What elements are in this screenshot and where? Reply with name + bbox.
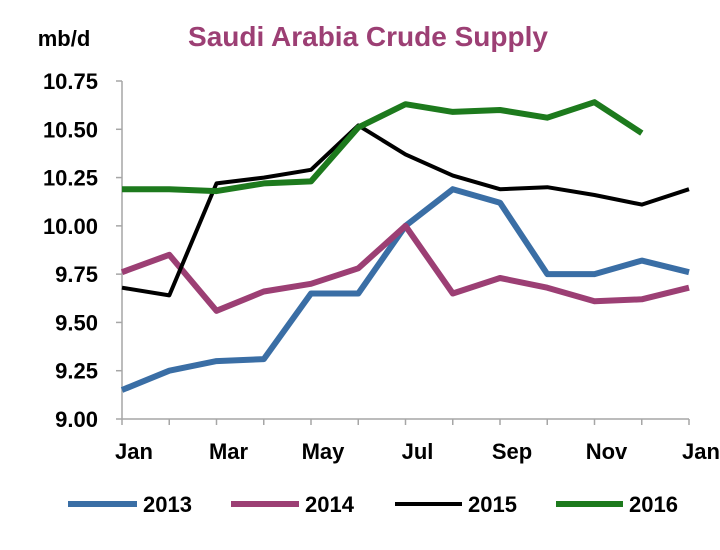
chart-title: Saudi Arabia Crude Supply — [188, 21, 548, 52]
x-tick-label: Nov — [586, 439, 628, 464]
y-tick-label: 9.00 — [55, 407, 98, 432]
y-tick-label: 9.75 — [55, 262, 98, 287]
x-tick-label: May — [302, 439, 346, 464]
legend-label-2013: 2013 — [143, 492, 192, 517]
legend: 2013 2014 2015 2016 — [68, 492, 678, 517]
series-line-2013 — [120, 186, 690, 393]
series-line-2015 — [121, 123, 690, 298]
legend-label-2016: 2016 — [629, 492, 678, 517]
x-tick-label: Mar — [209, 439, 249, 464]
y-tick-label: 10.75 — [43, 69, 98, 94]
y-tick-label: 10.50 — [43, 117, 98, 142]
y-axis-unit-label: mb/d — [38, 26, 91, 51]
y-tick-label: 10.25 — [43, 166, 98, 191]
x-tick-label: Jan — [115, 439, 153, 464]
axes: 9.00 9.25 9.50 9.75 10.00 10.25 10.50 10.75 Jan M… — [43, 69, 720, 464]
y-tick-label: 10.00 — [43, 214, 98, 239]
x-tick-label: Jul — [402, 439, 434, 464]
y-tick-label: 9.25 — [55, 359, 98, 384]
legend-label-2015: 2015 — [468, 492, 517, 517]
series-line-2014 — [120, 222, 690, 314]
series-line-2016 — [122, 99, 644, 195]
legend-label-2014: 2014 — [305, 492, 355, 517]
x-tick-label: Jan — [682, 439, 720, 464]
x-tick-label: Sep — [492, 439, 532, 464]
series-lines — [120, 99, 690, 393]
y-tick-label: 9.50 — [55, 310, 98, 335]
